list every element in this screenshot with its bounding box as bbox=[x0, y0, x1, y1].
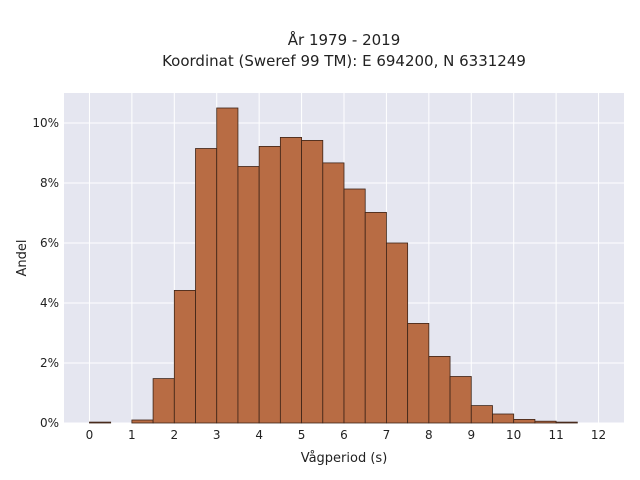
x-tick-label: 11 bbox=[548, 428, 563, 442]
histogram-bar bbox=[364, 211, 387, 424]
y-axis-title: Andel bbox=[15, 240, 30, 277]
x-tick-label: 12 bbox=[591, 428, 606, 442]
histogram-bar bbox=[470, 405, 493, 424]
histogram-bar bbox=[301, 139, 324, 424]
histogram-bar bbox=[428, 355, 451, 424]
x-tick-label: 1 bbox=[128, 428, 136, 442]
histogram-bar bbox=[492, 413, 515, 424]
histogram-bar bbox=[195, 148, 218, 424]
x-tick-label: 0 bbox=[86, 428, 94, 442]
histogram-bar bbox=[173, 289, 196, 424]
y-tick-label: 2% bbox=[40, 356, 59, 370]
y-tick-label: 6% bbox=[40, 236, 59, 250]
histogram-bar bbox=[237, 166, 260, 424]
chart-title-line-2: Koordinat (Sweref 99 TM): E 694200, N 63… bbox=[162, 52, 526, 70]
x-axis-ticks: 0 1 2 3 4 5 6 7 8 9 10 11 12 bbox=[86, 428, 607, 442]
y-axis-ticks: 0% 2% 4% 6% 8% 10% bbox=[32, 116, 59, 430]
histogram-bar bbox=[258, 145, 281, 424]
histogram-bar bbox=[343, 188, 366, 424]
y-tick-label: 10% bbox=[32, 116, 59, 130]
histogram-bar bbox=[279, 136, 302, 424]
histogram-bar bbox=[386, 242, 409, 424]
histogram-bar bbox=[449, 376, 472, 424]
y-tick-label: 4% bbox=[40, 296, 59, 310]
histogram-bar bbox=[152, 378, 175, 424]
x-tick-label: 2 bbox=[170, 428, 178, 442]
x-axis-title: Vågperiod (s) bbox=[301, 451, 388, 466]
y-tick-label: 0% bbox=[40, 416, 59, 430]
bars bbox=[89, 107, 578, 424]
histogram-bar bbox=[322, 162, 345, 424]
x-tick-label: 3 bbox=[213, 428, 221, 442]
x-tick-label: 5 bbox=[298, 428, 306, 442]
chart-title-line-1: År 1979 - 2019 bbox=[288, 30, 401, 49]
histogram-bar bbox=[513, 418, 536, 424]
x-tick-label: 6 bbox=[340, 428, 348, 442]
histogram-bar bbox=[407, 322, 430, 424]
x-tick-label: 9 bbox=[467, 428, 475, 442]
histogram-bar bbox=[216, 107, 239, 424]
histogram-bar bbox=[534, 420, 557, 424]
x-tick-label: 10 bbox=[506, 428, 521, 442]
x-tick-label: 4 bbox=[255, 428, 263, 442]
x-tick-label: 7 bbox=[383, 428, 391, 442]
histogram-bar bbox=[555, 421, 578, 424]
histogram-bar bbox=[131, 419, 154, 424]
x-tick-label: 8 bbox=[425, 428, 433, 442]
y-tick-label: 8% bbox=[40, 176, 59, 190]
histogram-bar bbox=[89, 421, 112, 424]
